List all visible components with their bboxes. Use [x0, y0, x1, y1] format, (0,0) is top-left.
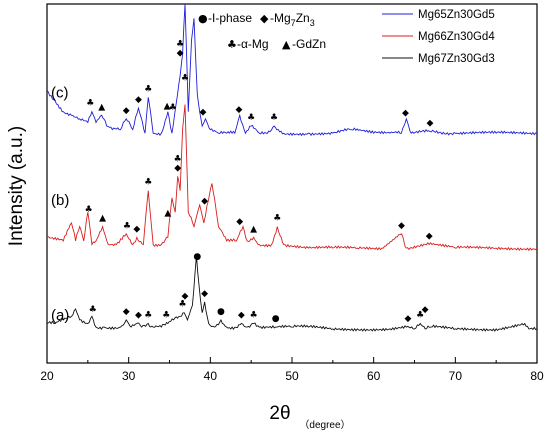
- phase-marker-23: ◆: [174, 163, 181, 173]
- phase-marker-30: ◆: [398, 221, 405, 231]
- phase-marker-12: ◆: [235, 105, 242, 115]
- phase-marker-5: ▲: [164, 101, 171, 111]
- phase-marker-29: ♣: [273, 214, 281, 224]
- phase-marker-36: ♣: [162, 311, 170, 321]
- phase-marker-45: ◆: [405, 314, 412, 324]
- phase-marker-3: ◆: [135, 95, 142, 105]
- phase-legend-label-1: -Mg7Zn3: [270, 11, 315, 28]
- phase-legend-label-0: -I-phase: [208, 11, 252, 25]
- phase-marker-21: ♣: [144, 178, 152, 188]
- x-tick-label-5: 70: [449, 369, 463, 383]
- phase-marker-0: ♣: [86, 99, 94, 109]
- y-axis-label: Intensity (a.u.): [6, 126, 27, 246]
- phase-marker-20: ◆: [133, 224, 140, 234]
- phase-marker-7: ◆: [177, 48, 184, 58]
- phase-marker-25: ♣: [181, 74, 189, 84]
- phase-legend: ● -I-phase ◆ -Mg7Zn3 ♣ -α-Mg ▲ -GdZn: [198, 11, 326, 51]
- phase-marker-26: ◆: [201, 197, 208, 207]
- phase-marker-1: ▲: [98, 102, 105, 112]
- phase-legend-label-3: -GdZn: [292, 37, 326, 51]
- phase-marker-24: ♣: [174, 154, 182, 164]
- curve-label-2: (a): [51, 307, 69, 324]
- phase-marker-15: ◆: [402, 108, 409, 118]
- phase-marker-27: ◆: [236, 217, 243, 227]
- x-axis-ticks: [46, 357, 538, 363]
- phase-marker-38: ◆: [182, 291, 189, 301]
- phase-marker-13: ♣: [247, 113, 255, 123]
- series-line-2: [46, 255, 538, 332]
- phase-marker-33: ◆: [123, 307, 130, 317]
- phase-legend-label-2: -α-Mg: [237, 37, 269, 51]
- x-tick-label-3: 50: [285, 369, 299, 383]
- phase-legend-symbol-0: ●: [198, 12, 208, 25]
- phase-marker-34: ◆: [135, 311, 142, 321]
- phase-legend-symbol-3: ▲: [282, 38, 291, 51]
- phase-marker-16: ◆: [427, 118, 434, 128]
- x-axis-tick-labels: 20 30 40 50 60 70 80: [40, 369, 544, 383]
- phase-marker-4: ♣: [144, 84, 152, 94]
- series-line-0: [46, 3, 538, 137]
- phase-marker-2: ◆: [123, 106, 130, 116]
- x-tick-label-2: 40: [204, 369, 218, 383]
- phase-marker-37: ♣: [179, 300, 187, 310]
- phase-marker-18: ▲: [99, 214, 106, 224]
- phase-legend-symbol-1: ◆: [260, 12, 269, 25]
- x-axis-unit: （degree）: [299, 419, 350, 431]
- phase-marker-17: ♣: [85, 205, 93, 215]
- phase-marker-11: ◆: [200, 108, 207, 118]
- series-layer: [46, 3, 538, 332]
- phase-marker-6: ♣: [169, 103, 177, 113]
- phase-marker-42: ◆: [238, 311, 245, 321]
- phase-marker-14: ♣: [270, 113, 278, 123]
- x-axis-label: 2θ: [269, 403, 290, 424]
- phase-marker-32: ♣: [89, 305, 97, 315]
- legend-label-series-0: Mg65Zn30Gd5: [418, 9, 495, 21]
- series-line-1: [46, 104, 538, 252]
- curve-labels: (c) (b) (a): [51, 84, 69, 324]
- series-legend: Mg65Zn30Gd5 Mg66Zn30Gd4 Mg67Zn30Gd3: [382, 9, 495, 65]
- curve-label-0: (c): [51, 84, 69, 101]
- phase-marker-46: ♣: [416, 311, 424, 321]
- phase-marker-43: ♣: [250, 311, 258, 321]
- phase-legend-symbol-2: ♣: [227, 38, 237, 51]
- phase-marker-40: ◆: [201, 289, 208, 299]
- phase-marker-28: ▲: [250, 224, 257, 234]
- phase-marker-19: ♣: [123, 222, 131, 232]
- x-tick-label-6: 80: [530, 369, 544, 383]
- legend-label-series-1: Mg66Zn30Gd4: [418, 31, 495, 43]
- phase-marker-41: ●: [217, 307, 225, 317]
- phase-marker-47: ◆: [422, 305, 429, 315]
- phase-marker-31: ◆: [426, 232, 433, 242]
- phase-marker-22: ▲: [164, 209, 171, 219]
- x-tick-label-4: 60: [367, 369, 381, 383]
- phase-marker-35: ♣: [144, 311, 152, 321]
- legend-label-series-2: Mg67Zn30Gd3: [418, 53, 495, 65]
- phase-marker-layer: ♣▲◆◆♣▲♣◆♣▲♣◆◆♣♣◆◆♣▲♣◆♣▲◆♣♣◆◆▲♣◆◆♣◆◆♣♣♣◆●…: [85, 39, 434, 324]
- phase-marker-44: ●: [272, 314, 280, 324]
- curve-label-1: (b): [51, 192, 69, 209]
- phase-marker-39: ●: [193, 252, 201, 262]
- x-tick-label-0: 20: [40, 369, 54, 383]
- phase-marker-8: ♣: [176, 39, 184, 49]
- x-tick-label-1: 30: [122, 369, 136, 383]
